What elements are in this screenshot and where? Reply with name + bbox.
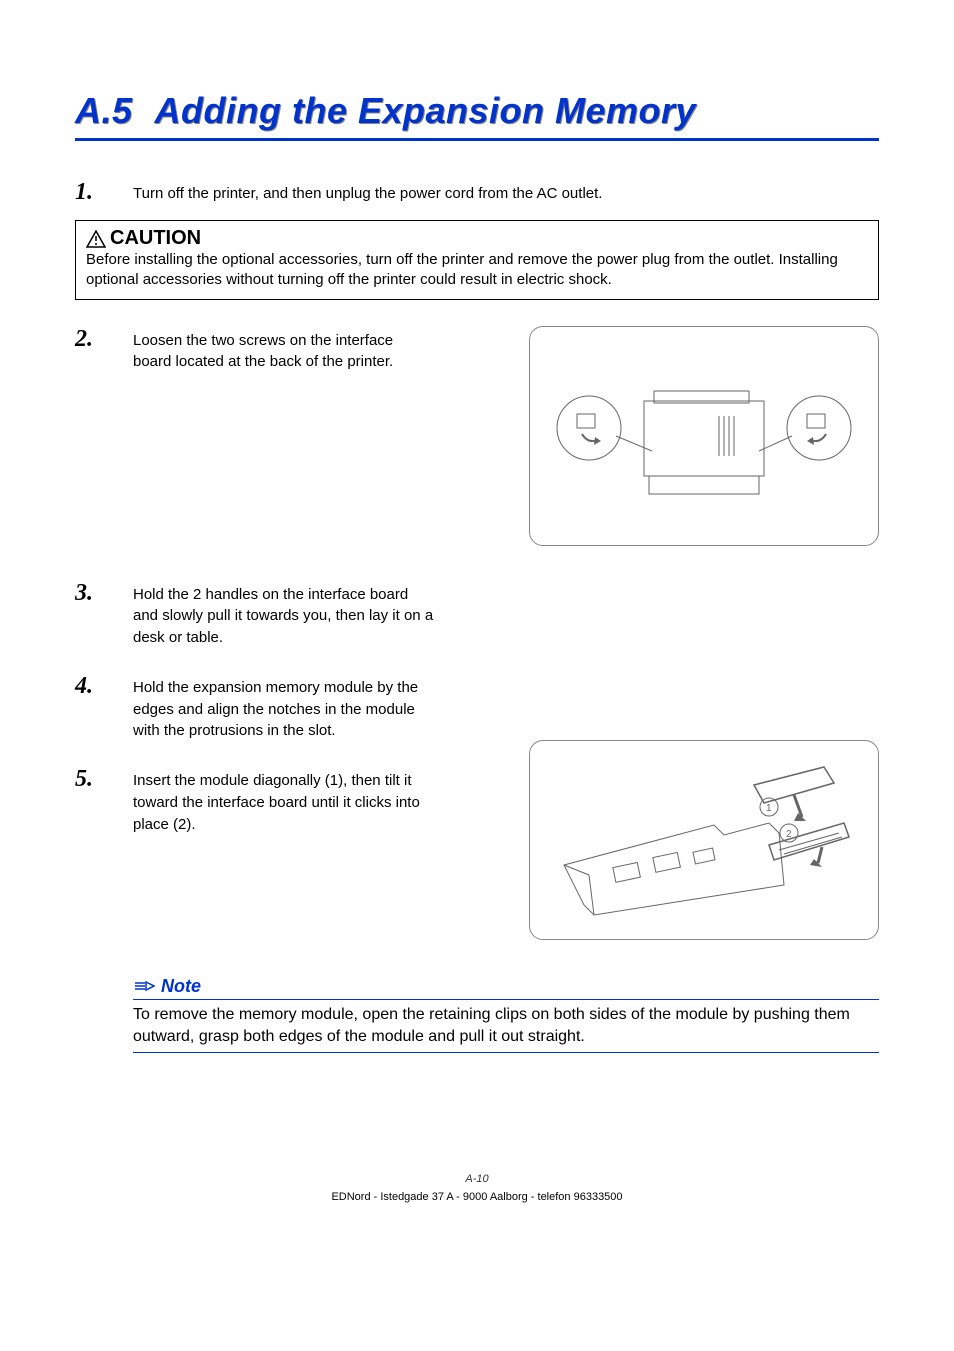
page-number: A-10 xyxy=(75,1173,879,1185)
note-text: To remove the memory module, open the re… xyxy=(133,1000,879,1049)
figure-printer-back xyxy=(529,326,879,546)
step-text: Hold the 2 handles on the interface boar… xyxy=(133,580,435,649)
step-text: Loosen the two screws on the interface b… xyxy=(133,326,435,374)
steps-3-5-row: 3. Hold the 2 handles on the interface b… xyxy=(75,580,879,950)
note-rule-bottom xyxy=(133,1052,879,1053)
step-number: 4. xyxy=(75,673,133,700)
caution-box: CAUTION Before installing the optional a… xyxy=(75,220,879,300)
printer-illustration-icon xyxy=(544,346,864,526)
note-label: Note xyxy=(161,976,201,997)
step-number: 3. xyxy=(75,580,133,607)
svg-text:2: 2 xyxy=(786,829,792,840)
section-heading: A.5 Adding the Expansion Memory xyxy=(75,90,879,141)
step-4: 4. Hold the expansion memory module by t… xyxy=(75,673,435,742)
caution-text: Before installing the optional accessori… xyxy=(86,250,868,291)
svg-text:1: 1 xyxy=(766,803,772,814)
step-text: Insert the module diagonally (1), then t… xyxy=(133,766,435,835)
memory-module-illustration-icon: 1 2 xyxy=(544,755,864,925)
step-1: 1. Turn off the printer, and then unplug… xyxy=(75,179,879,206)
step-text: Hold the expansion memory module by the … xyxy=(133,673,435,742)
step-3: 3. Hold the 2 handles on the interface b… xyxy=(75,580,435,649)
step-2: 2. Loosen the two screws on the interfac… xyxy=(75,326,435,374)
figure-memory-module: 1 2 xyxy=(529,740,879,940)
step-number: 1. xyxy=(75,179,133,206)
footer-line: EDNord - Istedgade 37 A - 9000 Aalborg -… xyxy=(75,1191,879,1203)
section-title: Adding the Expansion Memory xyxy=(155,90,697,131)
step-number: 5. xyxy=(75,766,133,793)
note-icon xyxy=(133,979,155,993)
step-2-row: 2. Loosen the two screws on the interfac… xyxy=(75,326,879,556)
note-heading: Note xyxy=(133,976,879,997)
step-text: Turn off the printer, and then unplug th… xyxy=(133,179,602,205)
caution-label: CAUTION xyxy=(110,227,201,250)
section-number: A.5 xyxy=(75,90,133,131)
step-5: 5. Insert the module diagonally (1), the… xyxy=(75,766,435,835)
step-number: 2. xyxy=(75,326,133,353)
warning-triangle-icon xyxy=(86,230,106,248)
caution-heading: CAUTION xyxy=(86,227,868,250)
